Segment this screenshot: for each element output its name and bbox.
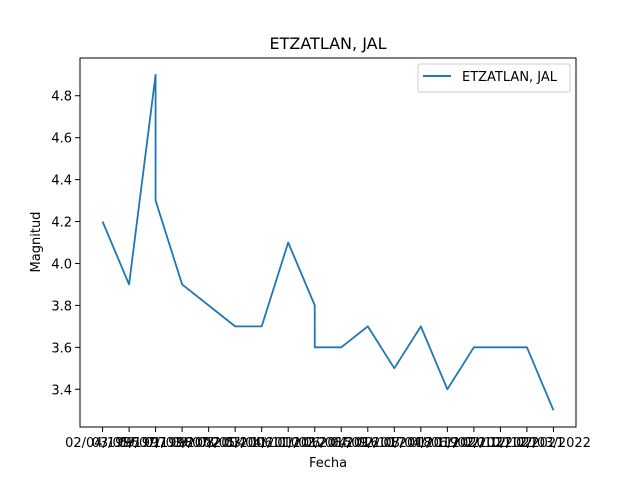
y-tick-label-0: 3.4 [51, 383, 72, 398]
y-tick-label-1: 3.6 [51, 341, 72, 356]
data-point-0 [102, 221, 104, 223]
legend-label: ETZATLAN, JAL [462, 70, 558, 85]
data-point-5 [234, 325, 236, 327]
x-tick-label-11: 02/10/2018 [357, 436, 432, 451]
y-tick-label-2: 3.8 [51, 299, 72, 314]
x-tick-label-9: 06/06/2016 [304, 436, 379, 451]
data-point-14 [446, 388, 448, 390]
data-point-3 [155, 200, 157, 202]
x-tick-label-0: 02/04/1995 [65, 436, 140, 451]
y-axis-label: Magnitud [29, 212, 44, 273]
x-tick-label-2: 09/07/1998 [118, 436, 193, 451]
data-point-8 [314, 304, 316, 306]
y-tick-label-5: 4.4 [51, 174, 72, 189]
x-tick-label-16: 12/12/2021 [489, 436, 564, 451]
x-axis: 02/04/199503/05/199709/07/199801/03/2002… [65, 427, 591, 451]
x-tick-label-3: 01/03/2002 [145, 436, 220, 451]
legend-box [417, 63, 571, 93]
data-point-18 [552, 409, 554, 411]
data-point-12 [393, 367, 395, 369]
x-tick-label-4: 09/07/2004 [171, 436, 246, 451]
x-tick-label-14: 11/02/2021 [436, 436, 511, 451]
y-tick-label-3: 4.0 [51, 257, 72, 272]
x-tick-label-12: 08/04/2019 [383, 436, 458, 451]
axes-frame [79, 57, 577, 428]
y-tick-label-7: 4.8 [51, 90, 72, 105]
x-tick-label-5: 08/05/2006 [198, 436, 273, 451]
data-point-17 [526, 346, 528, 348]
data-point-11 [367, 325, 369, 327]
plot-area [101, 73, 555, 411]
data-point-10 [340, 346, 342, 348]
data-point-2 [155, 74, 157, 76]
x-tick-label-1: 03/05/1997 [92, 436, 167, 451]
x-tick-label-6: 03/04/2010 [224, 436, 299, 451]
data-point-1 [128, 283, 130, 285]
x-tick-label-8: 01/02/2015 [277, 436, 352, 451]
data-point-15 [473, 346, 475, 348]
data-point-6 [261, 325, 263, 327]
chart-title: ETZATLAN, JAL [270, 34, 387, 53]
data-point-13 [420, 325, 422, 327]
x-tick-label-13: 01/06/2020 [410, 436, 485, 451]
data-point-16 [499, 346, 501, 348]
x-tick-label-15: 02/10/2021 [463, 436, 538, 451]
x-axis-label: Fecha [309, 456, 347, 471]
data-point-7 [287, 242, 289, 244]
x-tick-label-10: 04/09/2017 [330, 436, 405, 451]
y-tick-label-4: 4.2 [51, 216, 72, 231]
legend: ETZATLAN, JAL [417, 63, 571, 93]
y-axis: 3.4 3.6 3.8 4.0 4.2 4.4 4.6 4.8 [51, 90, 80, 398]
data-point-9 [314, 346, 316, 348]
y-tick-label-6: 4.6 [51, 132, 72, 147]
x-tick-label-17: 02/03/2022 [516, 436, 591, 451]
x-tick-label-7: 11/11/2012 [251, 436, 326, 451]
data-point-4 [181, 283, 183, 285]
series-line-0 [101, 73, 555, 411]
